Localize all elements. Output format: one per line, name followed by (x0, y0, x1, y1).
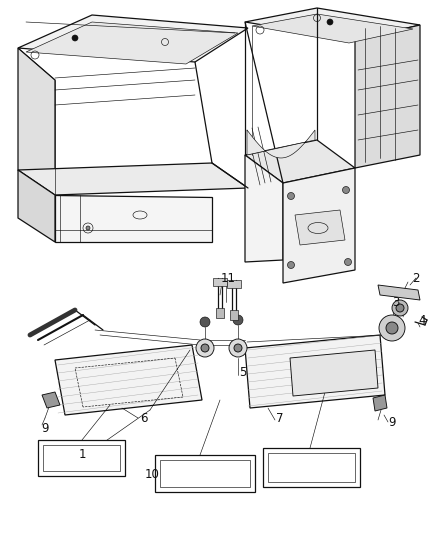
Text: 10: 10 (144, 469, 159, 481)
Polygon shape (155, 455, 254, 492)
Circle shape (385, 322, 397, 334)
Circle shape (201, 344, 208, 352)
Circle shape (342, 187, 349, 193)
Polygon shape (244, 140, 354, 183)
Text: 9: 9 (41, 422, 49, 434)
Polygon shape (372, 395, 386, 411)
Polygon shape (215, 308, 223, 318)
Circle shape (326, 19, 332, 25)
Polygon shape (212, 278, 226, 286)
Polygon shape (230, 310, 237, 320)
Circle shape (391, 300, 407, 316)
Polygon shape (42, 392, 60, 408)
Circle shape (233, 315, 243, 325)
Circle shape (233, 344, 241, 352)
Polygon shape (290, 350, 377, 396)
Polygon shape (251, 14, 412, 43)
Circle shape (395, 304, 403, 312)
Circle shape (200, 317, 209, 327)
Polygon shape (38, 440, 125, 476)
Polygon shape (18, 163, 247, 195)
Polygon shape (26, 22, 237, 64)
Circle shape (86, 226, 90, 230)
Text: 3: 3 (392, 295, 399, 309)
Circle shape (287, 262, 294, 269)
Text: 11: 11 (220, 271, 235, 285)
Circle shape (229, 339, 247, 357)
Circle shape (344, 259, 351, 265)
Polygon shape (244, 8, 419, 40)
Polygon shape (55, 195, 212, 242)
Polygon shape (18, 170, 55, 242)
Text: 7: 7 (276, 411, 283, 424)
Circle shape (195, 339, 213, 357)
Circle shape (72, 35, 78, 41)
Text: 5: 5 (239, 367, 246, 379)
Text: 2: 2 (411, 271, 419, 285)
Text: 4: 4 (417, 313, 425, 327)
Circle shape (378, 315, 404, 341)
Polygon shape (283, 168, 354, 283)
Polygon shape (18, 48, 55, 195)
Polygon shape (377, 285, 419, 300)
Polygon shape (354, 25, 419, 168)
Polygon shape (226, 280, 240, 288)
Polygon shape (247, 130, 314, 158)
Polygon shape (55, 345, 201, 415)
Circle shape (287, 192, 294, 199)
Text: 6: 6 (140, 411, 148, 424)
Polygon shape (18, 15, 247, 62)
Polygon shape (262, 448, 359, 487)
Text: 1: 1 (78, 448, 85, 462)
Text: 9: 9 (387, 416, 395, 429)
Polygon shape (244, 155, 283, 262)
Polygon shape (294, 210, 344, 245)
Polygon shape (244, 335, 384, 408)
